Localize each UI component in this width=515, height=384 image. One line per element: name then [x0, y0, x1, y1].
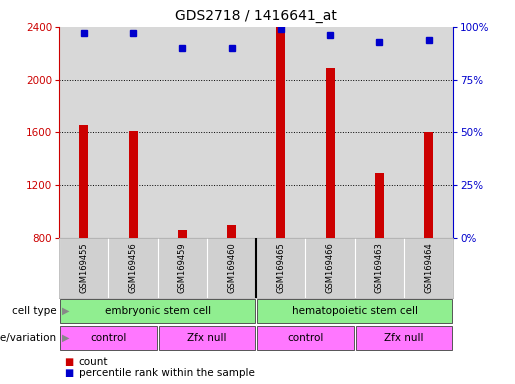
Text: ■: ■: [64, 368, 74, 378]
Text: ▶: ▶: [62, 333, 70, 343]
Text: GSM169459: GSM169459: [178, 243, 187, 293]
Bar: [79, 124, 88, 238]
Text: cell type: cell type: [12, 306, 57, 316]
Text: embryonic stem cell: embryonic stem cell: [105, 306, 211, 316]
Text: GSM169466: GSM169466: [325, 242, 335, 293]
FancyBboxPatch shape: [257, 299, 452, 323]
Bar: [129, 131, 138, 238]
Text: control: control: [90, 333, 127, 343]
Text: GSM169464: GSM169464: [424, 242, 433, 293]
Text: GSM169455: GSM169455: [79, 243, 89, 293]
Text: control: control: [287, 333, 323, 343]
Bar: [325, 68, 335, 238]
Text: GSM169456: GSM169456: [129, 242, 138, 293]
Bar: [178, 230, 187, 238]
Text: count: count: [79, 357, 108, 367]
Title: GDS2718 / 1416641_at: GDS2718 / 1416641_at: [175, 9, 337, 23]
FancyBboxPatch shape: [60, 326, 157, 350]
Text: GSM169463: GSM169463: [375, 242, 384, 293]
Text: hematopoietic stem cell: hematopoietic stem cell: [291, 306, 418, 316]
Text: genotype/variation: genotype/variation: [0, 333, 57, 343]
Text: GSM169465: GSM169465: [277, 242, 285, 293]
Bar: [227, 225, 236, 238]
Text: GSM169460: GSM169460: [227, 242, 236, 293]
Text: Zfx null: Zfx null: [187, 333, 227, 343]
Bar: [424, 132, 433, 238]
Text: Zfx null: Zfx null: [384, 333, 424, 343]
Bar: [277, 27, 285, 238]
FancyBboxPatch shape: [257, 326, 354, 350]
Text: ■: ■: [64, 357, 74, 367]
FancyBboxPatch shape: [356, 326, 452, 350]
FancyBboxPatch shape: [60, 299, 255, 323]
Text: ▶: ▶: [62, 306, 70, 316]
Bar: [375, 174, 384, 238]
FancyBboxPatch shape: [159, 326, 255, 350]
Text: percentile rank within the sample: percentile rank within the sample: [79, 368, 255, 378]
